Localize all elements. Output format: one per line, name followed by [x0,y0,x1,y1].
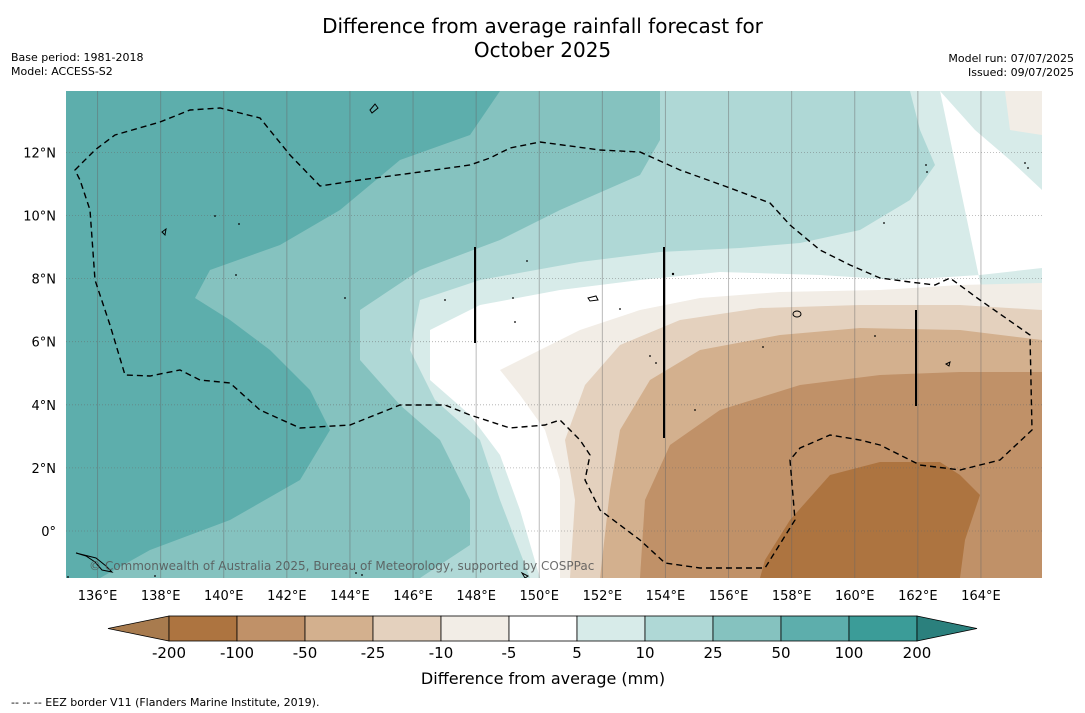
colorbar-segment [508,615,578,642]
model-run-text: Model run: 07/07/2025 [948,52,1074,65]
longitude-label: 142°E [267,589,307,604]
island-coastlines [75,103,951,578]
longitude-label: 140°E [204,589,244,604]
colorbar-tick-label: 25 [703,644,722,662]
base-period-text: Base period: 1981-2018 [11,51,144,64]
latitude-label: 12°N [23,146,56,161]
contour-minus100-minus200 [760,462,980,578]
colorbar-tick-label: 50 [771,644,790,662]
longitude-label: 136°E [78,589,118,604]
longitude-label: 150°E [519,589,559,604]
latitude-label: 10°N [23,210,56,225]
colorbar-extend-high [916,615,978,642]
island-dots [67,162,1029,578]
latitude-lines [66,151,1042,532]
longitude-labels: 136°E 138°E 140°E 142°E 144°E 146°E 148°E 150°E… [78,589,1001,604]
latitude-label: 4°N [32,399,57,414]
colorbar-tick-label: -25 [361,644,386,662]
colorbar-tick-label: -200 [152,644,186,662]
colorbar-tick-label: 100 [835,644,864,662]
colorbar-segment [576,615,646,642]
latitude-labels: 12°N 10°N 8°N 6°N 4°N 2°N 0° [23,146,56,540]
longitude-label: 156°E [709,589,749,604]
forecast-contour-field: © Commonwealth of Australia 2025, Bureau… [66,91,1042,578]
colorbar-tick-label: 200 [903,644,932,662]
title-line-1: Difference from average rainfall forecas… [322,14,763,38]
longitude-label: 146°E [393,589,433,604]
colorbar-tick-label: -50 [293,644,318,662]
colorbar-segment [644,615,714,642]
latitude-label: 0° [41,525,56,540]
longitude-label: 144°E [330,589,370,604]
longitude-label: 160°E [835,589,875,604]
contour-minus5-minus10-north [1005,91,1042,135]
base-period-block: Base period: 1981-2018 Model: ACCESS-S2 [11,51,143,79]
map-title: Difference from average rainfall forecas… [0,14,1085,62]
longitude-label: 158°E [772,589,812,604]
colorbar-segment [848,615,918,642]
colorbar-tick-label: -5 [502,644,517,662]
colorbar-tick-label: 10 [635,644,654,662]
eez-border-line [74,107,1033,569]
issued-text: Issued: 09/07/2025 [967,66,1074,79]
eez-footnote: -- -- -- EEZ border V11 (Flanders Marine… [11,696,320,709]
colorbar-segment [440,615,510,642]
colorbar-segment [304,615,374,642]
colorbar-tick-label: -10 [429,644,454,662]
model-text: Model: ACCESS-S2 [11,65,113,78]
longitude-label: 138°E [141,589,181,604]
colorbar-extend-low [107,615,170,642]
latitude-label: 2°N [32,462,57,477]
copyright-credit: © Commonwealth of Australia 2025, Bureau… [89,559,594,573]
longitude-label: 162°E [898,589,938,604]
longitude-label: 164°E [961,589,1001,604]
colorbar-segment [372,615,442,642]
model-run-block: Model run: 07/07/2025 Issued: 09/07/2025 [948,52,1074,80]
colorbar-tick-label: -100 [220,644,254,662]
longitude-label: 154°E [646,589,686,604]
latitude-label: 8°N [32,273,57,288]
colorbar-title: Difference from average (mm) [421,669,665,688]
colorbar-segment [780,615,850,642]
longitude-label: 148°E [456,589,496,604]
colorbar: -200 -100 -50 -25 -10 -5 5 10 25 50 100 200 [107,615,978,662]
latitude-label: 6°N [32,336,57,351]
longitude-label: 152°E [583,589,623,604]
colorbar-segment [712,615,782,642]
graticule [97,91,982,578]
title-line-2: October 2025 [473,38,612,62]
colorbar-segment [168,615,238,642]
marker-lines [474,247,917,438]
colorbar-tick-label: 5 [572,644,582,662]
colorbar-segment [236,615,306,642]
